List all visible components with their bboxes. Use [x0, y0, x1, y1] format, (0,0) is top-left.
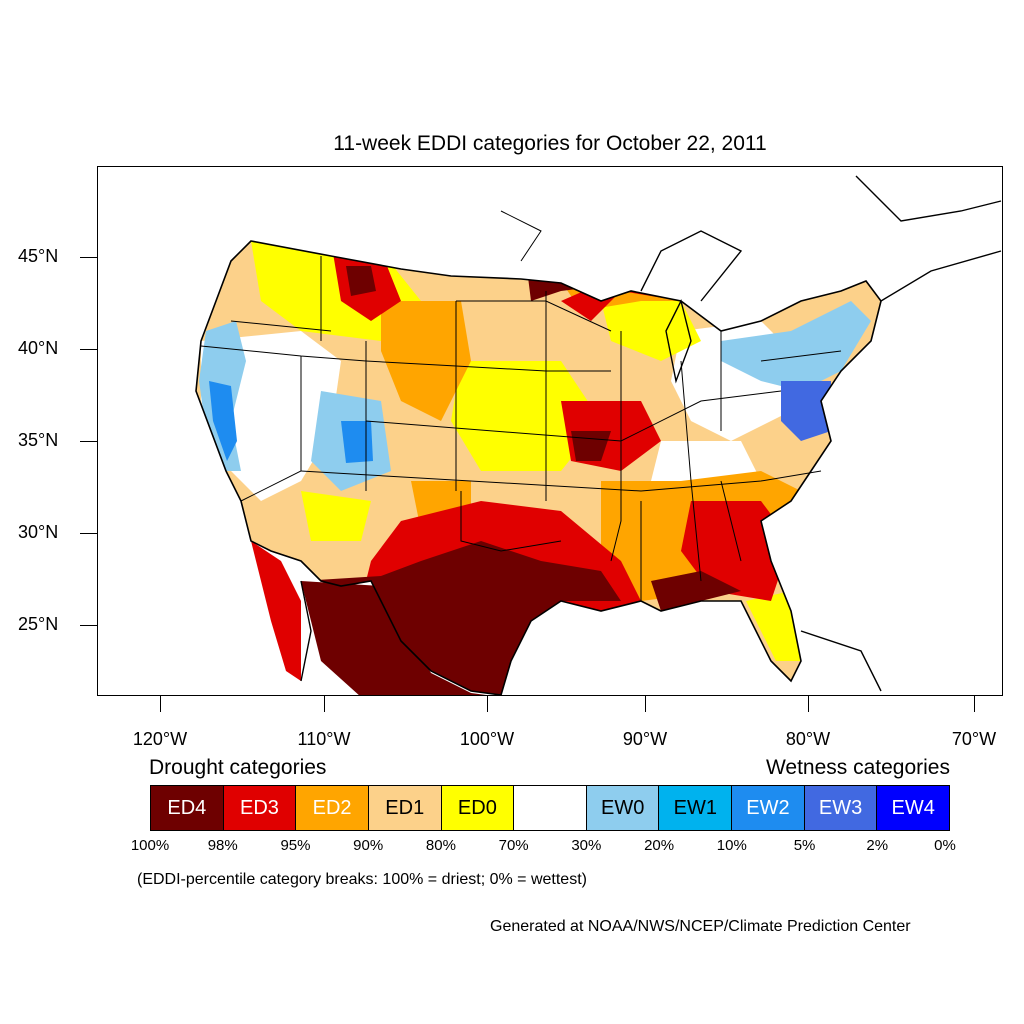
boundaries [195, 175, 1002, 695]
state-line [300, 470, 822, 492]
credit-line: Generated at NOAA/NWS/NCEP/Climate Predi… [490, 918, 911, 935]
shade-ew2 [341, 421, 373, 463]
legend-cell-ew0: EW0 [586, 786, 660, 830]
baja-coast [300, 580, 312, 682]
legend-break-label: 10% [716, 837, 747, 854]
shade-ed0 [301, 491, 371, 541]
drought-heading: Drought categories [149, 756, 327, 779]
lon-label-80w: 80°W [785, 729, 831, 749]
legend-cell-ed1: ED1 [368, 786, 442, 830]
shade-ed4 [651, 571, 741, 611]
shade-ew2 [209, 381, 237, 461]
legend-break-label: 98% [207, 837, 238, 854]
great-lakes [640, 230, 743, 302]
caribbean-coast [800, 630, 882, 692]
lake-michigan [665, 298, 692, 384]
state-line [680, 360, 702, 582]
state-line [200, 345, 611, 372]
lat-tick [80, 441, 97, 442]
state-line [365, 390, 782, 442]
legend-cell-ew4: EW4 [877, 786, 950, 830]
state-line [456, 300, 612, 332]
lat-label-30: 30°N [18, 522, 59, 542]
lat-tick [80, 533, 97, 534]
legend-break-label: 70% [498, 837, 529, 854]
lat-tick [80, 349, 97, 350]
legend-cell-ew1: EW1 [659, 786, 733, 830]
lat-tick [80, 625, 97, 626]
lon-label-90w: 90°W [622, 729, 668, 749]
lon-label-120w: 120°W [132, 729, 188, 749]
lat-label-45: 45°N [18, 246, 59, 266]
legend-break-label: 20% [644, 837, 675, 854]
legend-break-label: 2% [866, 837, 889, 854]
lon-tick [487, 696, 488, 712]
lon-tick [324, 696, 325, 712]
legend-break-label: 0% [934, 837, 956, 854]
shade-ed2 [381, 301, 471, 421]
shade-ed0 [601, 301, 701, 361]
shade-ed0 [746, 591, 801, 661]
state-line [230, 320, 332, 332]
lat-tick [80, 257, 97, 258]
lon-label-110w: 110°W [297, 729, 351, 749]
state-line [720, 480, 742, 562]
legend-cell-ed3: ED3 [223, 786, 297, 830]
legend-cell-ew3: EW3 [804, 786, 878, 830]
lon-tick [645, 696, 646, 712]
legend-colorbar: ED4 ED3 ED2 ED1 ED0 EW0 EW1 EW2 EW3 EW4 [150, 785, 950, 831]
state-line [610, 331, 622, 562]
legend-break-label: 30% [571, 837, 602, 854]
shade-mexico-ed4 [301, 581, 486, 695]
state-line [460, 491, 562, 552]
shade-ed4 [301, 541, 621, 695]
legend-cell-ed4: ED4 [151, 786, 224, 830]
lat-label-35: 35°N [18, 430, 59, 450]
state-line [760, 350, 842, 362]
shade-ew3 [781, 381, 831, 441]
legend-break-label: 80% [425, 837, 456, 854]
lon-label-70w: 70°W [951, 729, 997, 749]
legend-cell-ed0: ED0 [441, 786, 515, 830]
shade-baja-ed3 [251, 541, 301, 681]
map-panel [97, 166, 1003, 696]
legend-cell-neutral [514, 786, 587, 830]
shade-ed4 [346, 266, 376, 296]
eddi-map [195, 175, 1002, 695]
lon-tick [808, 696, 809, 712]
canada-coast [880, 250, 1002, 302]
legend-break-label: 100% [130, 837, 170, 854]
legend-break-label: 95% [280, 837, 311, 854]
wetness-heading: Wetness categories [765, 756, 950, 779]
lat-label-25: 25°N [18, 614, 59, 634]
map-title: 11-week EDDI categories for October 22, … [333, 132, 767, 155]
breaks-note: (EDDI-percentile category breaks: 100% =… [137, 871, 587, 888]
canada-line [500, 210, 542, 262]
canada-coast [855, 175, 1002, 222]
lon-label-100w: 100°W [459, 729, 515, 749]
shade-ed4 [571, 431, 611, 461]
legend-break-label: 90% [353, 837, 384, 854]
legend-cell-ew2: EW2 [732, 786, 805, 830]
lon-tick [974, 696, 975, 712]
lat-label-40: 40°N [18, 338, 59, 358]
lon-tick [160, 696, 161, 712]
legend-cell-ed2: ED2 [296, 786, 369, 830]
shade-ew0 [721, 301, 871, 391]
shade-ed0 [451, 361, 601, 471]
legend-break-label: 5% [793, 837, 816, 854]
